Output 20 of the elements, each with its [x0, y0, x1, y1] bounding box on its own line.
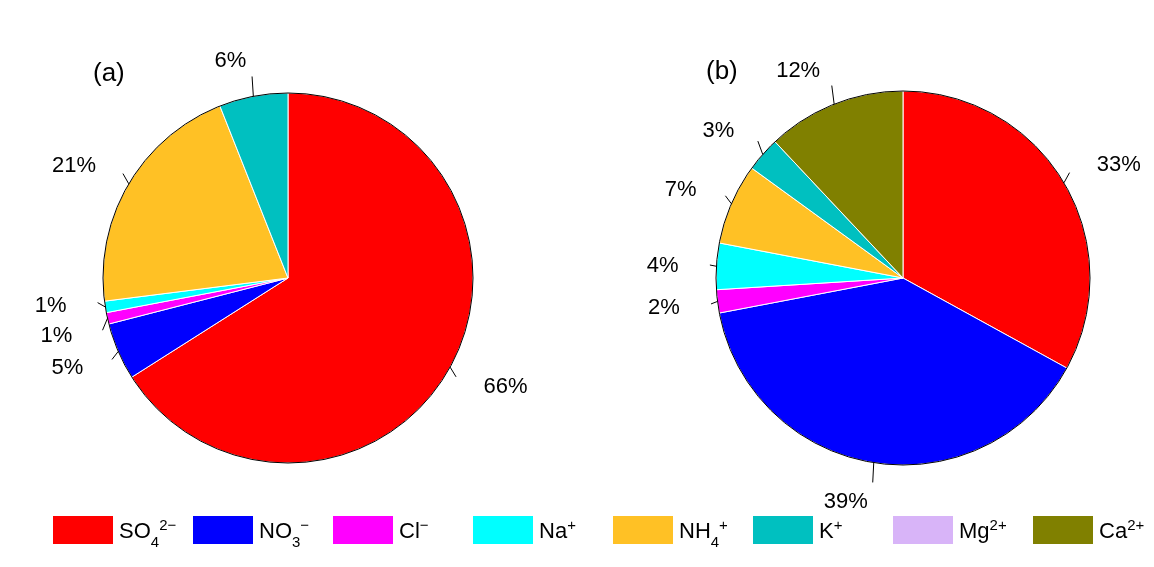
data-label: 5%: [51, 354, 84, 380]
data-label: 1%: [40, 322, 73, 348]
legend-label: Na$^{+}$: [539, 515, 576, 543]
legend-label: Cl$^{−}$: [399, 515, 429, 543]
data-label: 33%: [1096, 151, 1141, 177]
data-label: 2%: [647, 293, 680, 319]
data-label: 1%: [34, 292, 67, 318]
legend-label: K$^{+}$: [819, 515, 843, 543]
data-label: 66%: [483, 373, 528, 399]
legend-label: Ca$^{2+}$: [1099, 515, 1145, 543]
data-label: 7%: [664, 176, 697, 202]
data-label: 4%: [646, 251, 679, 277]
legend-label: Mg$^{2+}$: [959, 515, 1007, 543]
data-label: 3%: [702, 116, 735, 142]
data-label: 12%: [776, 56, 821, 82]
data-label: 6%: [214, 46, 247, 72]
chart-title: (b): [706, 55, 738, 85]
data-label: 39%: [823, 487, 868, 513]
data-label: 21%: [52, 152, 97, 178]
chart-title: (a): [93, 57, 125, 87]
